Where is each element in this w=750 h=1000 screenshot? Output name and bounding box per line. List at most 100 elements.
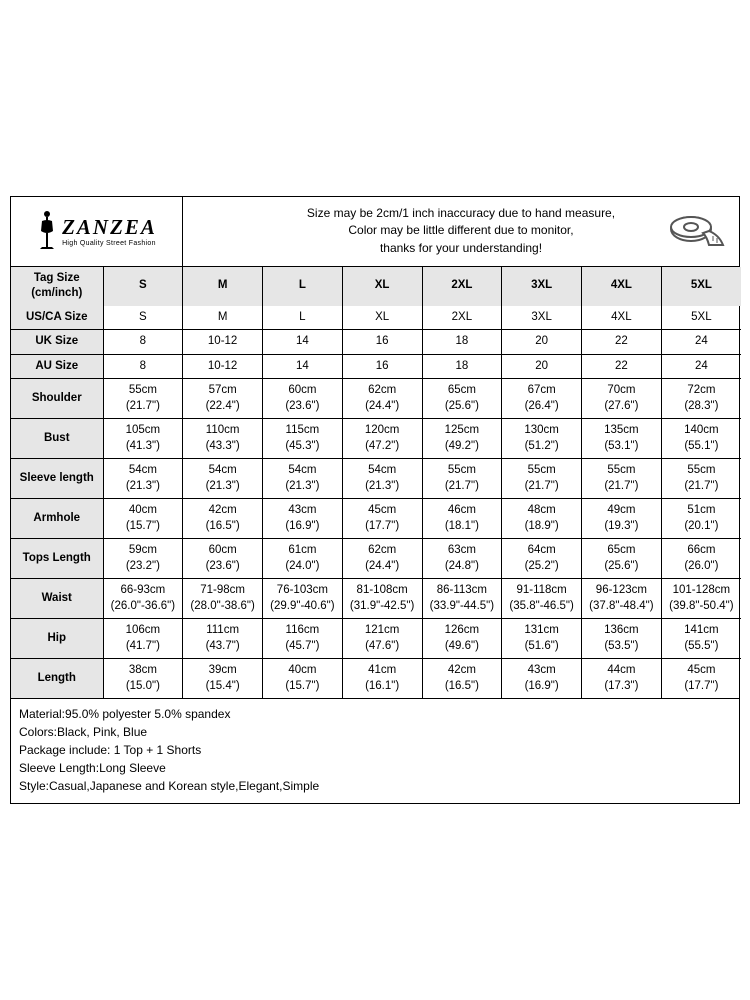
size-table: Tag Size (cm/inch)SMLXL2XL3XL4XL5XL US/C… <box>11 267 741 699</box>
size-cell: 91-118cm (35.8"-46.5") <box>502 579 582 619</box>
detail-line: Colors:Black, Pink, Blue <box>19 723 731 741</box>
size-cell: 41cm (16.1") <box>342 659 422 699</box>
size-column-header: 5XL <box>661 267 741 306</box>
mannequin-icon <box>36 209 58 253</box>
size-column-header: S <box>103 267 183 306</box>
size-cell: 121cm (47.6") <box>342 619 422 659</box>
notice-line: Size may be 2cm/1 inch inaccuracy due to… <box>307 205 615 222</box>
size-cell: 55cm (21.7") <box>502 459 582 499</box>
size-cell: 2XL <box>422 306 502 330</box>
brand-name: ZANZEA <box>62 215 157 240</box>
size-column-header: M <box>183 267 263 306</box>
size-cell: 48cm (18.9") <box>502 499 582 539</box>
brand-cell: ZANZEA High Quality Street Fashion <box>11 197 183 266</box>
size-cell: 8 <box>103 330 183 355</box>
size-chart-card: ZANZEA High Quality Street Fashion Size … <box>10 196 740 805</box>
size-cell: M <box>183 306 263 330</box>
size-cell: 116cm (45.7") <box>263 619 343 659</box>
size-cell: 54cm (21.3") <box>342 459 422 499</box>
detail-line: Material:95.0% polyester 5.0% spandex <box>19 705 731 723</box>
table-row: Length38cm (15.0")39cm (15.4")40cm (15.7… <box>11 659 741 699</box>
size-cell: 42cm (16.5") <box>422 659 502 699</box>
size-cell: 16 <box>342 354 422 379</box>
size-cell: 24 <box>661 354 741 379</box>
size-cell: 65cm (25.6") <box>582 539 662 579</box>
row-label: AU Size <box>11 354 103 379</box>
size-cell: 60cm (23.6") <box>183 539 263 579</box>
size-cell: 63cm (24.8") <box>422 539 502 579</box>
size-cell: S <box>103 306 183 330</box>
size-cell: 51cm (20.1") <box>661 499 741 539</box>
size-cell: 39cm (15.4") <box>183 659 263 699</box>
size-cell: 38cm (15.0") <box>103 659 183 699</box>
header-row: ZANZEA High Quality Street Fashion Size … <box>11 197 739 267</box>
size-cell: 61cm (24.0") <box>263 539 343 579</box>
size-cell: 65cm (25.6") <box>422 379 502 419</box>
size-cell: 43cm (16.9") <box>263 499 343 539</box>
size-cell: XL <box>342 306 422 330</box>
table-row: Shoulder55cm (21.7")57cm (22.4")60cm (23… <box>11 379 741 419</box>
size-cell: 14 <box>263 330 343 355</box>
size-cell: 136cm (53.5") <box>582 619 662 659</box>
size-cell: 45cm (17.7") <box>342 499 422 539</box>
product-details: Material:95.0% polyester 5.0% spandexCol… <box>11 698 739 803</box>
size-cell: 24 <box>661 330 741 355</box>
size-cell: 115cm (45.3") <box>263 419 343 459</box>
size-column-header: XL <box>342 267 422 306</box>
brand-tagline: High Quality Street Fashion <box>62 240 156 247</box>
size-cell: 4XL <box>582 306 662 330</box>
row-label: Bust <box>11 419 103 459</box>
size-cell: 43cm (16.9") <box>502 659 582 699</box>
notice-line: thanks for your understanding! <box>307 240 615 257</box>
row-label: Shoulder <box>11 379 103 419</box>
size-cell: 96-123cm (37.8"-48.4") <box>582 579 662 619</box>
row-label: Length <box>11 659 103 699</box>
size-cell: 60cm (23.6") <box>263 379 343 419</box>
row-label: Waist <box>11 579 103 619</box>
size-cell: 16 <box>342 330 422 355</box>
table-row: AU Size810-12141618202224 <box>11 354 741 379</box>
size-cell: 101-128cm (39.8"-50.4") <box>661 579 741 619</box>
notice-line: Color may be little different due to mon… <box>307 222 615 239</box>
size-cell: 131cm (51.6") <box>502 619 582 659</box>
table-row: Tops Length59cm (23.2")60cm (23.6")61cm … <box>11 539 741 579</box>
table-row: Bust105cm (41.3")110cm (43.3")115cm (45.… <box>11 419 741 459</box>
size-cell: 20 <box>502 354 582 379</box>
row-label: Hip <box>11 619 103 659</box>
size-cell: 54cm (21.3") <box>103 459 183 499</box>
size-cell: 106cm (41.7") <box>103 619 183 659</box>
table-body: US/CA SizeSMLXL2XL3XL4XL5XLUK Size810-12… <box>11 306 741 699</box>
size-cell: 10-12 <box>183 330 263 355</box>
table-row: Waist66-93cm (26.0"-36.6")71-98cm (28.0"… <box>11 579 741 619</box>
size-cell: 76-103cm (29.9"-40.6") <box>263 579 343 619</box>
size-cell: 110cm (43.3") <box>183 419 263 459</box>
size-cell: 125cm (49.2") <box>422 419 502 459</box>
row-label: Armhole <box>11 499 103 539</box>
size-cell: 18 <box>422 330 502 355</box>
size-cell: 8 <box>103 354 183 379</box>
row-label: Tops Length <box>11 539 103 579</box>
size-cell: 70cm (27.6") <box>582 379 662 419</box>
table-head: Tag Size (cm/inch)SMLXL2XL3XL4XL5XL <box>11 267 741 306</box>
header-label: Tag Size (cm/inch) <box>11 267 103 306</box>
size-cell: 140cm (55.1") <box>661 419 741 459</box>
size-cell: 44cm (17.3") <box>582 659 662 699</box>
size-cell: 66-93cm (26.0"-36.6") <box>103 579 183 619</box>
size-cell: 135cm (53.1") <box>582 419 662 459</box>
row-label: Sleeve length <box>11 459 103 499</box>
size-cell: 64cm (25.2") <box>502 539 582 579</box>
detail-line: Style:Casual,Japanese and Korean style,E… <box>19 777 731 795</box>
size-cell: 120cm (47.2") <box>342 419 422 459</box>
size-cell: 22 <box>582 330 662 355</box>
size-cell: 126cm (49.6") <box>422 619 502 659</box>
size-cell: 40cm (15.7") <box>103 499 183 539</box>
notice-cell: Size may be 2cm/1 inch inaccuracy due to… <box>183 197 739 266</box>
size-cell: 42cm (16.5") <box>183 499 263 539</box>
size-cell: 62cm (24.4") <box>342 379 422 419</box>
size-cell: 72cm (28.3") <box>661 379 741 419</box>
size-cell: 66cm (26.0") <box>661 539 741 579</box>
table-row: Armhole40cm (15.7")42cm (16.5")43cm (16.… <box>11 499 741 539</box>
size-cell: 55cm (21.7") <box>422 459 502 499</box>
size-cell: 14 <box>263 354 343 379</box>
table-row: US/CA SizeSMLXL2XL3XL4XL5XL <box>11 306 741 330</box>
